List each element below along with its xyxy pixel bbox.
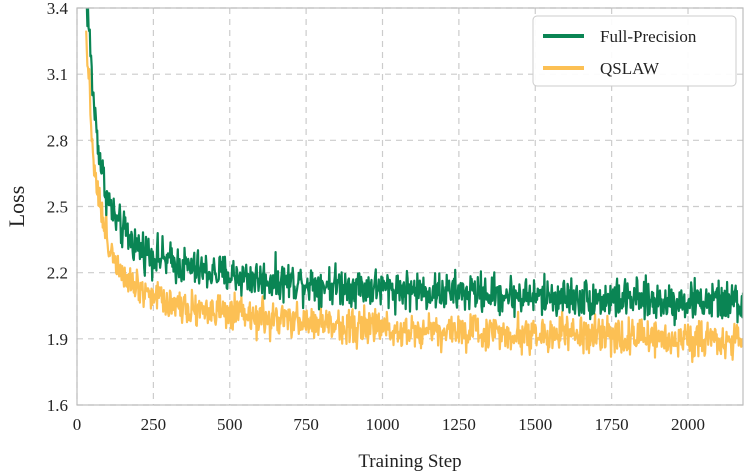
legend-label: Full-Precision: [600, 27, 697, 46]
y-axis-label: Loss: [4, 186, 29, 228]
x-tick-label: 1000: [366, 415, 400, 434]
x-tick-label: 1500: [518, 415, 552, 434]
y-axis-ticks: 1.6 1.9 2.2 2.5 2.8 3.1 3.4: [47, 0, 69, 415]
legend-label: QSLAW: [600, 59, 660, 78]
x-tick-label: 750: [293, 415, 319, 434]
legend: Full-Precision QSLAW: [532, 15, 737, 87]
y-tick-label: 3.1: [47, 65, 68, 84]
plot-frame: [76, 7, 744, 406]
x-tick-label: 500: [217, 415, 243, 434]
x-axis-label: Training Step: [358, 451, 461, 471]
series-line-qslaw: [85, 30, 743, 364]
y-tick-label: 1.9: [47, 330, 68, 349]
series-line-full-precision: [85, 8, 743, 327]
x-tick-label: 2000: [671, 415, 705, 434]
x-tick-label: 1250: [442, 415, 476, 434]
x-tick-label: 250: [141, 415, 167, 434]
x-tick-label: 1750: [595, 415, 629, 434]
y-tick-label: 2.8: [47, 131, 68, 150]
y-tick-label: 2.2: [47, 264, 68, 283]
y-tick-label: 3.4: [47, 0, 69, 18]
y-tick-label: 2.5: [47, 198, 68, 217]
y-tick-label: 1.6: [47, 396, 68, 415]
plot-area: [85, 8, 743, 364]
x-axis-ticks: 0 250 500 750 1000 1250 1500 1750 2000: [73, 415, 705, 434]
x-tick-label: 0: [73, 415, 82, 434]
